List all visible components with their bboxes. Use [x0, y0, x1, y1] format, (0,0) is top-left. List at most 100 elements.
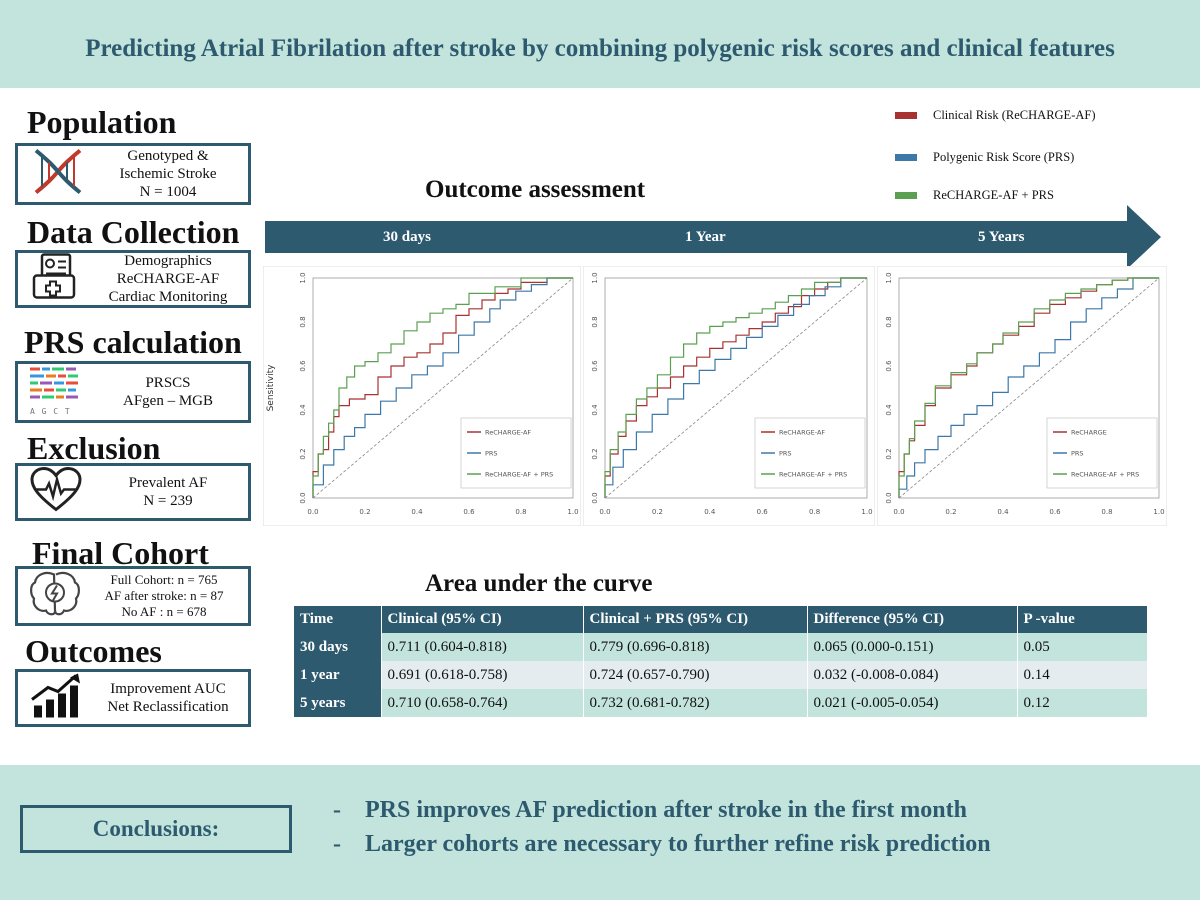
- bullet-dash: -: [333, 797, 341, 823]
- conclusion-item: - Larger cohorts are necessary to further…: [333, 831, 991, 858]
- roc-chart-1-year: 0.0 0.2 0.4 0.6 0.8 1.0 0.0 0.2 0.4 0.6 0.8 1.0 ReCH…: [583, 266, 875, 526]
- x-tick-label: 0.2: [359, 508, 370, 516]
- inset-legend-label: ReCHARGE-AF + PRS: [779, 471, 847, 479]
- section-text-population: Genotyped & Ischemic Stroke N = 1004: [96, 146, 240, 202]
- legend-item-combined: ReCHARGE-AF + PRS: [895, 188, 1054, 203]
- legend-swatch-prs: [895, 154, 917, 161]
- column-header: Time: [294, 606, 382, 633]
- table-cell: 1 year: [294, 661, 382, 689]
- x-tick-label: 0.6: [757, 508, 769, 516]
- section-text-prs-calculation: PRSCS AFgen – MGB: [96, 364, 240, 420]
- roc-curve: [604, 277, 867, 498]
- x-tick-label: 1.0: [1153, 508, 1164, 516]
- title-band: [0, 0, 1200, 88]
- conclusion-text: Larger cohorts are necessary to further …: [365, 831, 991, 857]
- section-heading-prs-calculation: PRS calculation: [24, 324, 242, 360]
- x-tick-label: 0.6: [1049, 508, 1061, 516]
- outcomes-line: Net Reclassification: [107, 699, 229, 715]
- table-cell: 0.779 (0.696-0.818): [583, 633, 808, 661]
- dna-icon: [28, 145, 88, 204]
- plot-area: [604, 277, 868, 499]
- data-collection-line: Cardiac Monitoring: [108, 289, 228, 306]
- table-cell: 30 days: [294, 633, 382, 661]
- y-tick-label: 0.4: [885, 404, 893, 416]
- brain-lightning-icon: [28, 569, 82, 624]
- y-tick-label: 0.2: [885, 448, 893, 459]
- exclusion-line: Prevalent AF: [128, 474, 208, 491]
- roc-curve: [312, 277, 573, 498]
- data-collection-line: Demographics: [124, 252, 212, 269]
- y-tick-label: 0.2: [591, 448, 599, 459]
- table-cell: 0.732 (0.681-0.782): [583, 689, 808, 717]
- timeline-arrow: [265, 205, 1161, 269]
- genome-letters: A G C T: [30, 407, 71, 416]
- population-line: Ischemic Stroke: [119, 165, 217, 182]
- column-header: Difference (95% CI): [807, 606, 1018, 633]
- outcomes-line: Improvement AUC: [110, 680, 226, 697]
- growth-chart-icon: [28, 672, 88, 725]
- table-cell: 5 years: [294, 689, 382, 717]
- timeline-label-1-year: 1 Year: [685, 229, 726, 245]
- inset-legend-label: ReCHARGE-AF: [779, 429, 825, 437]
- section-heading-data-collection: Data Collection: [27, 214, 240, 250]
- legend-item-clinical: Clinical Risk (ReCHARGE-AF): [895, 108, 1096, 123]
- section-heading-population: Population: [27, 104, 177, 140]
- section-text-outcomes: Improvement AUC Net Reclassification: [96, 672, 240, 724]
- y-tick-label: 0.8: [885, 316, 893, 327]
- section-text-data-collection: Demographics ReCHARGE-AF Cardiac Monitor…: [96, 252, 240, 306]
- section-box-outcomes: Improvement AUC Net Reclassification: [15, 669, 251, 727]
- table-cell: 0.711 (0.604-0.818): [381, 633, 584, 661]
- y-tick-label: 0.0: [885, 492, 893, 503]
- section-heading-final-cohort: Final Cohort: [32, 535, 209, 571]
- x-tick-label: 0.0: [599, 508, 610, 516]
- table-cell: 0.691 (0.618-0.758): [381, 661, 584, 689]
- section-box-prs-calculation: A G C T PRSCS AFgen – MGB: [15, 361, 251, 423]
- y-tick-label: 1.0: [885, 272, 893, 283]
- reference-diagonal: [604, 277, 868, 499]
- table-cell: 0.05: [1017, 633, 1148, 661]
- auc-table: Time Clinical (95% CI) Clinical + PRS (9…: [294, 606, 1148, 717]
- auc-title: Area under the curve: [425, 570, 653, 597]
- bullet-dash: -: [333, 831, 341, 857]
- inset-legend-label: PRS: [1071, 450, 1084, 458]
- table-row: 1 year 0.691 (0.618-0.758) 0.724 (0.657-…: [294, 661, 1148, 689]
- conclusions-label: Conclusions:: [20, 805, 292, 853]
- y-tick-label: 0.4: [299, 404, 307, 416]
- table-header-row: Time Clinical (95% CI) Clinical + PRS (9…: [294, 606, 1148, 633]
- y-tick-label: 0.6: [885, 360, 893, 372]
- column-header: P -value: [1017, 606, 1148, 633]
- legend-label-combined: ReCHARGE-AF + PRS: [933, 188, 1054, 202]
- y-tick-label: 0.4: [591, 404, 599, 416]
- x-tick-label: 0.4: [997, 508, 1009, 516]
- outcome-assessment-title: Outcome assessment: [425, 176, 646, 203]
- inset-legend-label: ReCHARGE-AF + PRS: [1071, 471, 1139, 479]
- x-tick-label: 0.6: [463, 508, 475, 516]
- table-cell: 0.14: [1017, 661, 1148, 689]
- reference-diagonal: [312, 277, 574, 499]
- table-row: 5 years 0.710 (0.658-0.764) 0.732 (0.681…: [294, 689, 1148, 717]
- legend-item-prs: Polygenic Risk Score (PRS): [895, 150, 1074, 165]
- inset-legend-label: PRS: [485, 450, 498, 458]
- final-cohort-line: AF after stroke: n = 87: [104, 588, 224, 604]
- x-tick-label: 0.0: [893, 508, 904, 516]
- roc-curve: [312, 277, 573, 498]
- table-cell: 0.710 (0.658-0.764): [381, 689, 584, 717]
- population-line: N = 1004: [139, 184, 197, 201]
- x-tick-label: 1.0: [567, 508, 578, 516]
- inset-legend-label: ReCHARGE: [1071, 429, 1107, 437]
- page-title: Predicting Atrial Fibrilation after stro…: [85, 35, 1115, 62]
- genome-bands-icon: [28, 364, 84, 421]
- roc-chart-30-days: 0.0 0.2 0.4 0.6 0.8 1.0 0.0 0.2 0.4 0.6 0.8 1.0 Sens…: [263, 266, 581, 526]
- conclusion-item: - PRS improves AF prediction after stroke…: [333, 797, 967, 824]
- y-axis-label: Sensitivity: [266, 364, 276, 412]
- section-box-exclusion: Prevalent AF N = 239: [15, 463, 251, 521]
- y-tick-label: 0.6: [299, 360, 307, 372]
- roc-curve: [898, 277, 1159, 498]
- heart-ecg-icon: [28, 466, 84, 519]
- legend-swatch-clinical: [895, 112, 917, 119]
- roc-curve: [898, 277, 1159, 498]
- x-tick-label: 1.0: [861, 508, 872, 516]
- x-tick-label: 0.8: [515, 508, 526, 516]
- column-header: Clinical (95% CI): [381, 606, 584, 633]
- x-tick-label: 0.0: [307, 508, 318, 516]
